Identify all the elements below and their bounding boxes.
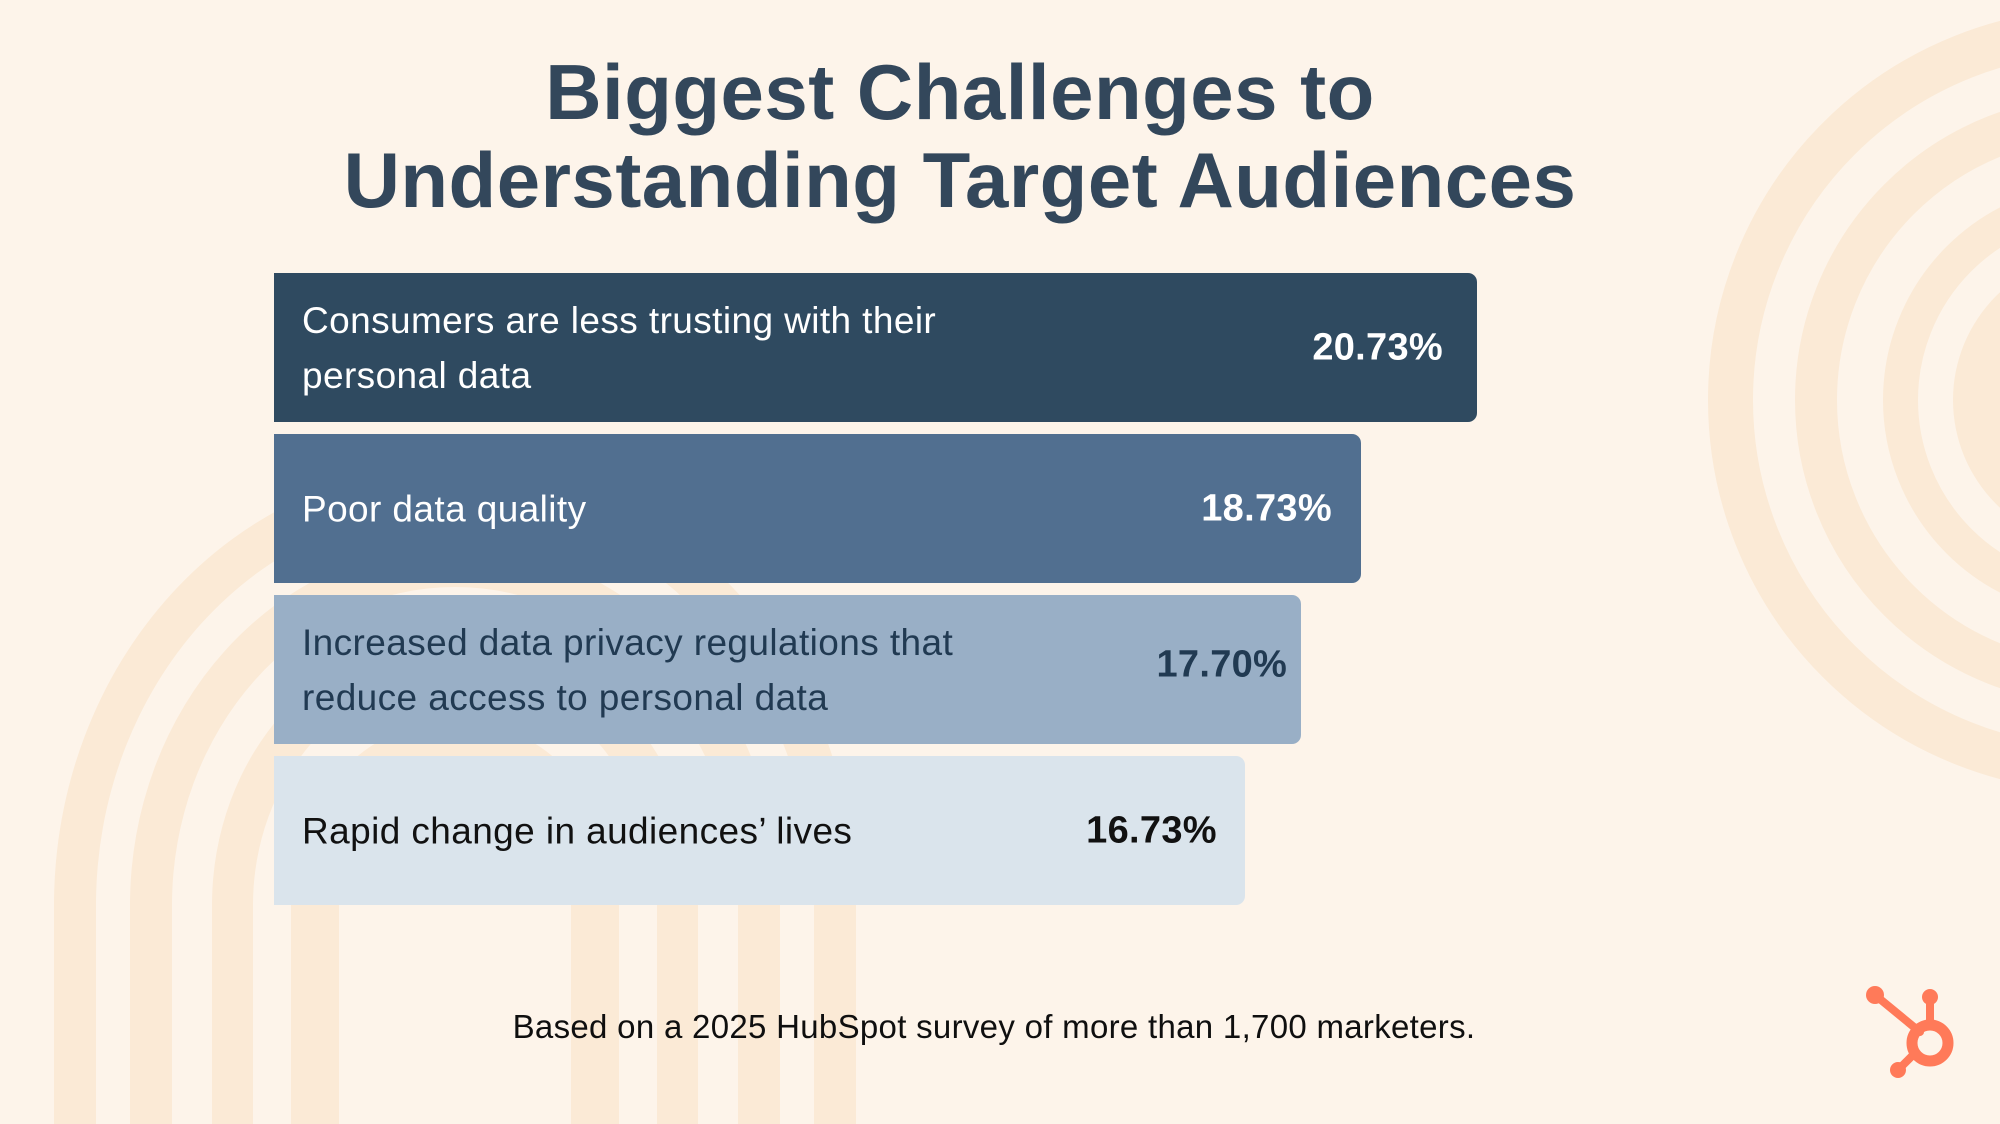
right-rings-decoration: [1708, 21, 2000, 779]
bar: Consumers are less trusting with their p…: [274, 273, 1477, 422]
bar-label: Increased data privacy regulations that …: [302, 621, 954, 718]
bar-label: Poor data quality: [302, 488, 587, 529]
page-title: Biggest Challenges to Understanding Targ…: [0, 48, 1920, 224]
bar-label: Rapid change in audiences’ lives: [302, 810, 853, 851]
title-line-2: Understanding Target Audiences: [343, 136, 1577, 224]
bar-value-label: 16.73%: [1086, 809, 1217, 851]
ring-4: [1953, 292, 2000, 508]
bar-value-label: 18.73%: [1201, 487, 1332, 529]
title-line-1: Biggest Challenges to: [545, 48, 1375, 136]
bar-value-label: 20.73%: [1312, 326, 1443, 368]
left-arches-decoration: [54, 465, 856, 1124]
ring-3: [1883, 207, 2000, 593]
hubspot-sprocket-icon: [1866, 986, 1954, 1078]
bar-value-label: 17.70%: [1156, 642, 1288, 685]
bar-label: Consumers are less trusting with their p…: [302, 299, 937, 396]
bar: Increased data privacy regulations that …: [274, 595, 1302, 744]
bar: Poor data quality 18.73%: [274, 434, 1361, 583]
bar: Rapid change in audiences’ lives 16.73%: [274, 756, 1245, 905]
survey-footnote: Based on a 2025 HubSpot survey of more t…: [512, 1008, 1476, 1045]
ring-2: [1795, 111, 2000, 689]
arch-stripe-4: [291, 720, 619, 1124]
ring-1: [1708, 21, 2000, 779]
